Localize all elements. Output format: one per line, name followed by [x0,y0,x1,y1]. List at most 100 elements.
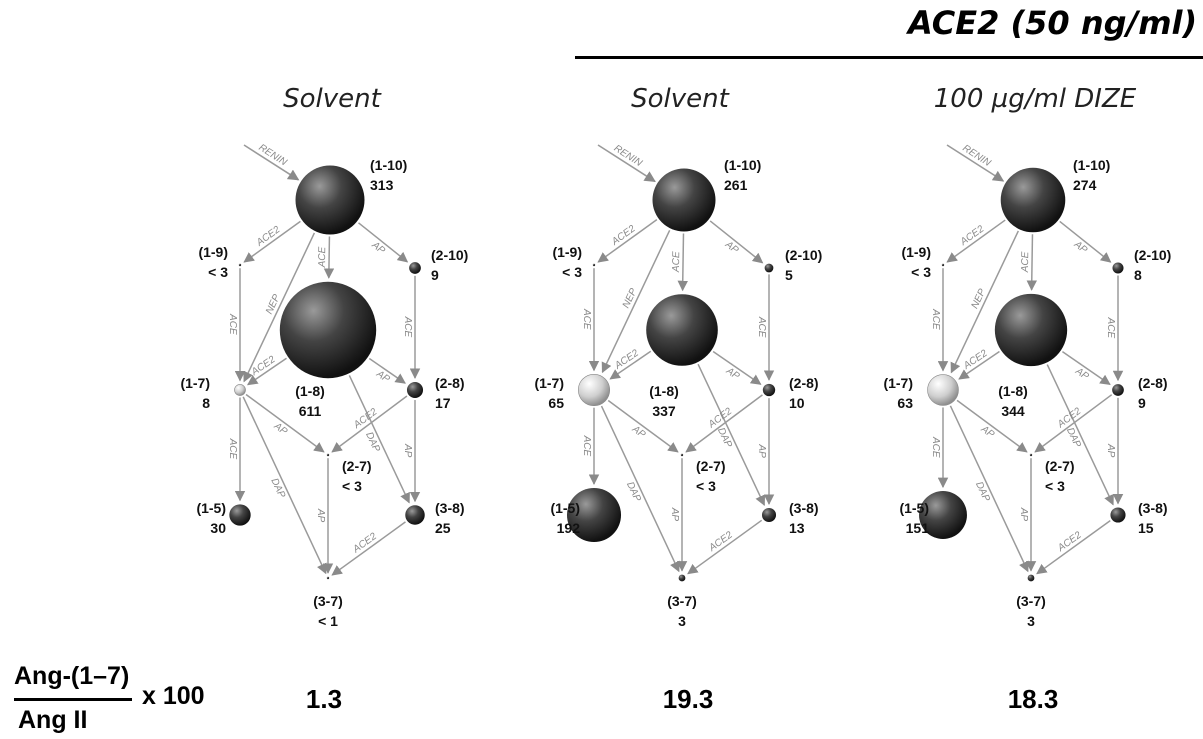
node-label-3-8: (3-8) [789,500,819,516]
node-ang-1-5 [919,491,967,539]
node-ang-3-7 [678,574,686,582]
node-label-2-8: (2-8) [789,375,819,391]
pathway-arrow-n2_8-n2_7 [685,394,763,453]
node-label-2-8: (2-8) [1138,375,1168,391]
pathway-arrow-n1_8-n2_8 [712,350,762,385]
enzyme-label-dap: DAP [363,431,382,455]
node-ang-1-8 [279,281,377,379]
formula-numerator: Ang-(1–7) [14,662,130,690]
node-value-2-7: < 3 [342,478,362,494]
node-value-1-10: 274 [1073,177,1097,193]
enzyme-label-ap: AP [1105,443,1116,458]
node-label-3-7: (3-7) [313,593,343,609]
node-label-3-7: (3-7) [667,593,697,609]
node-label-1-9: (1-9) [552,244,582,260]
enzyme-label-ace: ACE [1020,251,1031,273]
node-ang-2-7 [326,453,330,457]
pathway-arrow-n1_8-n1_7 [958,350,1000,380]
enzyme-label-ap: AP [271,420,289,438]
node-value-1-5: 151 [906,520,930,536]
node-ang-1-9 [941,263,945,267]
node-label-2-7: (2-7) [342,458,372,474]
pathway-arrow-n1_8-n1_7 [246,357,287,386]
node-value-1-7: 63 [897,395,913,411]
node-value-3-7: 3 [1027,613,1035,629]
renin-arrow [946,144,1005,182]
enzyme-label-ace: ACE [581,435,592,457]
node-ang-3-8 [761,507,777,523]
node-value-2-10: 9 [431,267,439,283]
pathway-arrow-n1_10-n1_8 [323,236,335,279]
node-label-2-8: (2-8) [435,375,465,391]
pathway-arrow-n1_10-n1_7 [950,230,1020,374]
pathway-arrow-n1_8-n1_7 [609,350,652,380]
enzyme-label-ace: ACE [1105,317,1116,339]
node-ang-1-10 [1000,167,1066,233]
pathway-arrow-n3_8-n3_7 [687,519,763,575]
panel-1-title: Solvent [283,84,381,114]
enzyme-label-dap: DAP [624,480,643,504]
renin-arrow [597,144,656,183]
node-ang-2-10 [764,263,774,273]
enzyme-label-dap: DAP [1064,426,1083,450]
enzyme-label-ap: AP [1018,507,1029,522]
panel-1-ratio: 1.3 [305,684,343,714]
node-label-1-7: (1-7) [534,375,564,391]
node-ang-1-9 [592,263,596,267]
node-label-2-10: (2-10) [431,247,468,263]
pathway-arrow-n3_8-n3_7 [331,521,406,576]
node-label-1-8: (1-8) [649,383,679,399]
node-ang-1-8 [994,293,1068,367]
node-value-1-5: 192 [557,520,581,536]
node-ang-1-9 [238,263,242,267]
node-ang-1-7 [234,384,246,396]
node-ang-1-5 [566,487,622,543]
pathway-arrow-n1_7-n2_7 [245,393,325,453]
node-value-2-7: < 3 [1045,478,1065,494]
panel-3-title: 100 µg/ml DIZE [933,84,1137,114]
enzyme-label-ap: AP [756,443,767,458]
enzyme-label-ap: AP [1072,365,1090,382]
node-value-3-8: 25 [435,520,451,536]
pathway-arrow-n1_10-n2_10 [709,220,764,264]
node-value-2-8: 17 [435,395,451,411]
node-value-1-7: 65 [548,395,564,411]
node-label-1-7: (1-7) [180,375,210,391]
node-value-1-10: 261 [724,177,748,193]
node-label-2-7: (2-7) [1045,458,1075,474]
node-value-2-10: 8 [1134,267,1142,283]
enzyme-label-dap: DAP [973,480,992,504]
node-ang-1-7 [577,373,611,407]
formula-fraction-bar [14,698,132,701]
pathway-arrow-n1_7-n3_7 [949,405,1029,573]
node-value-1-9: < 3 [911,264,931,280]
node-value-3-8: 15 [1138,520,1154,536]
node-value-1-10: 313 [370,177,394,193]
node-value-1-8: 344 [1001,403,1025,419]
pathway-arrow-n1_10-n2_10 [358,222,409,263]
enzyme-label-ace: ACE [227,313,238,335]
enzyme-label-ace: ACE [930,436,941,458]
node-ang-2-7 [1029,453,1033,457]
node-value-1-8: 611 [299,403,322,419]
enzyme-label-ace: ACE [756,316,767,338]
pathway-arrow-n1_8-n3_8 [697,363,766,506]
enzyme-label-ace: ACE [227,438,238,460]
enzyme-label-ap: AP [723,365,741,382]
node-label-1-10: (1-10) [370,157,407,173]
node-label-1-8: (1-8) [295,383,325,399]
pathway-arrow-n1_7-n2_7 [956,399,1028,453]
node-ang-3-7 [326,576,330,580]
node-label-1-9: (1-9) [198,244,228,260]
pathway-arrow-n2_8-n2_7 [331,395,408,453]
enzyme-label-ap: AP [374,368,392,385]
node-ang-2-8 [762,383,776,397]
node-value-2-10: 5 [785,267,793,283]
node-label-1-5: (1-5) [196,500,226,516]
node-label-1-7: (1-7) [883,375,913,391]
node-ang-2-10 [1112,262,1124,274]
pathway-arrow-n1_10-n1_8 [1026,234,1038,291]
